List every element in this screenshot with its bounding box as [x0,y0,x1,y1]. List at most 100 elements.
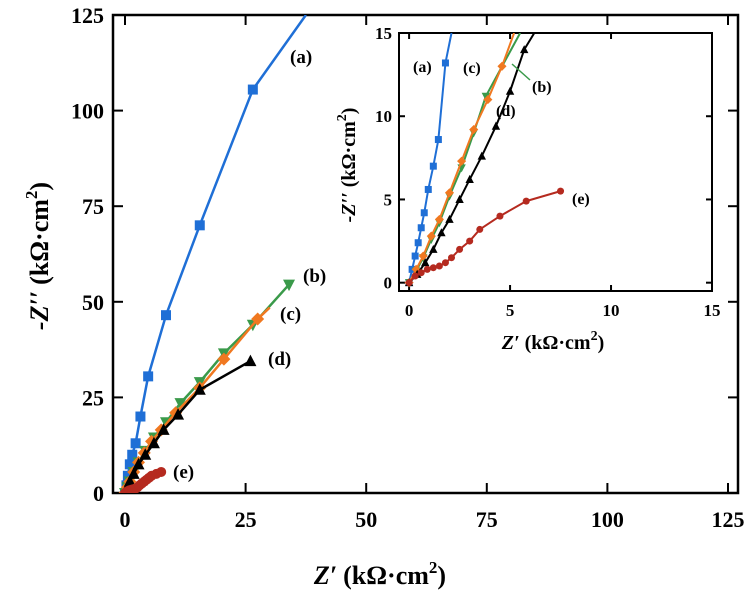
inset-x-tick-label: 0 [405,301,414,320]
main-series-label-e: (e) [173,462,194,483]
main-series-label-a: (a) [290,47,312,68]
main-data-point-d [157,423,170,435]
main-y-tick-label: 100 [71,99,104,124]
inset-data-point-b [481,92,491,101]
inset-data-point-a [434,136,442,144]
main-data-point-a [135,411,146,422]
main-data-point-b [174,398,187,410]
main-series-label-c: (c) [280,304,301,325]
inset-data-point-d [505,86,515,95]
inset-data-point-e [405,279,413,287]
inset-data-point-e [429,264,437,272]
main-x-tick-label: 0 [120,507,131,532]
inset-data-point-e [435,262,443,270]
main-y-tick-label: 75 [82,194,104,219]
inset-data-point-d [421,258,430,267]
inset-series-label-c: (c) [463,60,481,77]
main-series-label-b: (b) [303,266,326,287]
main-series-labels: (a) (b)(c) (d) (e) [173,47,326,483]
main-data-point-a [247,84,258,95]
inset-data-point-e [448,254,456,262]
inset-data-point-c [444,188,455,198]
inset-data-point-c [497,61,507,71]
inset-label-leader-b [511,63,531,81]
inset-data-point-e [423,265,431,273]
main-x-tick-label: 125 [712,507,745,532]
inset-data-point-c [483,95,493,105]
inset-data-point-e [441,259,449,267]
inset-data-point-e [417,269,425,277]
main-data-point-d [123,475,136,487]
main-data-point-a [161,310,172,321]
main-data-point-a [143,371,154,382]
inset-y-axis-label: -Z′′(kΩ·cm2) [335,108,360,223]
inset-data-point-d [455,194,464,203]
inset-y-tick-label: 10 [375,107,392,126]
inset-series-label-e: (e) [572,191,590,208]
inset-data-point-c [426,231,436,241]
inset-data-point-d [477,151,486,160]
main-data-point-a [127,449,138,460]
main-data-point-d [193,383,206,395]
main-y-tick-label: 0 [93,481,104,506]
inset-data-point-d [445,214,454,223]
inset-data-point-c [457,156,467,166]
inset-series-clip [404,33,565,288]
inset-data-point-e [557,187,565,195]
inset-x-axis-label: Z′ (kΩ·cm2) [501,329,605,354]
main-y-axis-label: -Z′′(kΩ·cm2) [22,182,54,330]
inset-data-point-e [522,197,530,205]
main-series-layer [118,15,307,493]
main-data-point-a [130,438,141,449]
inset-data-point-c [469,124,479,135]
main-x-tick-label: 75 [476,507,498,532]
inset-data-point-e [476,225,484,233]
inset-data-point-e [411,272,419,280]
main-series-label-d: (d) [268,349,291,370]
inset-x-tick-label: 15 [704,301,721,320]
main-data-point-a [194,220,205,231]
inset-data-point-a [420,209,428,217]
main-data-point-d [172,408,185,420]
main-series-clip [118,15,307,493]
main-data-point-d [244,354,257,367]
main-data-point-d [127,467,140,479]
main-y-tick-label: 50 [82,290,104,315]
inset-data-point-a [441,59,449,67]
inset-data-point-e [456,245,464,253]
inset-data-point-d [437,228,446,237]
inset-data-point-d [520,45,529,54]
inset-data-point-a [414,239,422,247]
main-x-tick-label: 50 [355,507,377,532]
inset-y-tick-label: 5 [384,190,393,209]
inset-data-point-d [429,244,438,253]
inset-data-point-c [434,214,444,224]
main-x-tick-label: 100 [591,507,624,532]
inset-data-point-a [429,162,437,170]
inset-y-tick-label: 15 [375,24,392,43]
main-data-point-c [251,312,265,326]
inset-data-point-a [424,185,432,193]
main-data-point-a [122,470,133,481]
inset-x-tick-label: 10 [603,301,620,320]
inset-data-point-d [491,121,501,130]
inset-series-label-a: (a) [413,59,432,76]
inset-data-point-e [466,237,474,245]
inset-data-point-c [418,251,428,261]
main-data-point-d [139,448,152,460]
main-plot-frame [111,13,740,495]
inset-y-tick-label: 0 [384,274,393,293]
inset-data-point-a [411,252,419,260]
main-y-tick-label: 25 [82,385,104,410]
inset-ticks: 0 5 10 15 0 5 10 15 [375,24,721,320]
inset-x-tick-label: 5 [506,301,515,320]
inset-series-layer [404,33,565,288]
main-data-point-b [283,279,296,292]
inset-data-point-a [417,224,425,232]
inset-plot-frame [398,32,713,292]
main-y-tick-label: 125 [71,3,104,28]
inset-series-label-d: (d) [496,103,516,120]
main-data-point-d [147,436,160,449]
main-data-point-c [217,352,231,366]
